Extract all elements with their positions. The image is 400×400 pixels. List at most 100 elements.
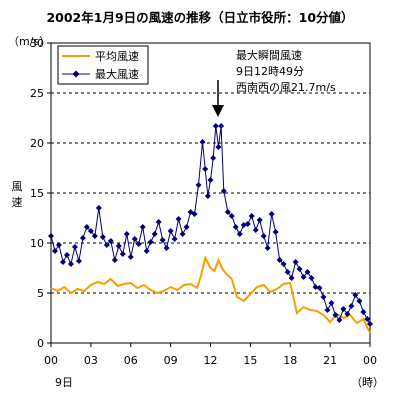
data-point-max — [167, 228, 174, 234]
legend-label-average: 平均風速 — [95, 50, 139, 63]
data-point-max — [260, 233, 267, 239]
annotation-line-2: 9日12時49分 — [236, 65, 304, 78]
data-point-max — [288, 275, 295, 281]
data-point-max — [244, 221, 251, 227]
data-point-max — [272, 229, 279, 235]
x-date-label: 9日 — [55, 376, 73, 389]
x-tick-label: 00 — [363, 354, 377, 367]
data-point-max — [51, 248, 58, 254]
data-point-max — [264, 245, 271, 251]
x-tick-label: 00 — [44, 354, 58, 367]
y-axis-ticks: 0 5 10 15 20 25 30 — [30, 37, 51, 350]
data-point-max — [111, 257, 118, 263]
data-point-max — [71, 244, 78, 250]
series-line-max — [50, 125, 371, 325]
y-tick-label: 15 — [30, 187, 44, 200]
series-line-average — [50, 255, 371, 334]
data-point-max — [171, 236, 178, 242]
data-point-max — [210, 155, 217, 161]
data-point-max — [332, 312, 339, 318]
x-axis-unit: （時） — [351, 376, 384, 389]
data-point-max — [143, 248, 150, 254]
data-point-max — [79, 235, 86, 241]
data-point-max — [276, 257, 283, 263]
data-point-max — [218, 123, 225, 129]
data-point-max — [151, 231, 158, 237]
y-tick-label: 0 — [37, 337, 44, 350]
data-point-max — [340, 306, 347, 312]
data-point-max — [364, 316, 371, 322]
data-point-max — [115, 243, 122, 249]
annotation: 最大瞬間風速 9日12時49分 西南西の風21.7m/s — [212, 48, 336, 117]
data-point-max — [215, 144, 222, 150]
data-point-max — [300, 274, 307, 280]
data-point-max — [296, 266, 303, 272]
legend-marker-max — [72, 70, 80, 78]
data-point-max — [212, 123, 219, 129]
annotation-line-3: 西南西の風21.7m/s — [236, 81, 336, 94]
data-point-max — [195, 182, 202, 188]
y-tick-label: 30 — [30, 37, 44, 50]
data-point-max — [91, 233, 98, 239]
x-tick-label: 06 — [124, 354, 138, 367]
legend-box — [57, 45, 149, 85]
data-point-max — [191, 211, 198, 217]
data-point-max — [352, 292, 359, 298]
data-point-max — [103, 242, 110, 248]
data-point-max — [59, 259, 66, 265]
x-tick-label: 15 — [243, 354, 257, 367]
data-point-max — [304, 269, 311, 275]
data-point-max — [248, 213, 255, 219]
x-tick-label: 09 — [164, 354, 178, 367]
data-point-max — [256, 217, 263, 223]
data-point-max — [183, 224, 190, 230]
data-point-max — [328, 300, 335, 306]
data-point-max — [159, 237, 166, 243]
data-point-max — [202, 166, 209, 172]
data-point-max — [131, 236, 138, 242]
data-point-max — [320, 294, 327, 300]
data-point-max — [336, 317, 343, 323]
data-point-max — [344, 311, 351, 317]
data-point-max — [367, 321, 373, 327]
data-point-max — [284, 269, 291, 275]
data-point-max — [224, 209, 231, 215]
legend-label-max: 最大風速 — [95, 67, 139, 81]
data-point-max — [48, 233, 54, 239]
data-point-max — [99, 234, 106, 240]
data-point-max — [228, 213, 235, 219]
data-point-max — [360, 309, 367, 315]
data-point-max — [163, 245, 170, 251]
data-point-max — [119, 251, 126, 257]
data-point-max — [147, 239, 154, 245]
annotation-line-1: 最大瞬間風速 — [236, 48, 302, 62]
x-tick-label: 12 — [204, 354, 218, 367]
data-point-max — [175, 216, 182, 222]
data-point-max — [220, 188, 227, 194]
annotation-arrow-head — [212, 105, 224, 117]
data-point-max — [63, 252, 70, 258]
data-point-max — [207, 177, 214, 183]
data-point-max — [135, 241, 142, 247]
data-point-max — [308, 275, 315, 281]
data-point-max — [236, 231, 243, 237]
data-point-max — [348, 303, 355, 309]
y-tick-label: 25 — [30, 87, 44, 100]
grid-lines — [51, 92, 370, 294]
y-axis-unit: （m/s） — [8, 35, 50, 48]
data-point-max — [75, 258, 82, 264]
chart-title: 2002年1月9日の風速の推移（日立市役所：10分値） — [46, 10, 353, 25]
data-point-max — [67, 261, 74, 267]
data-point-max — [123, 231, 130, 237]
data-point-max — [268, 211, 275, 217]
data-point-max — [356, 298, 363, 304]
y-axis-title-char: 風 — [12, 180, 23, 193]
data-point-max — [204, 193, 211, 199]
data-point-max — [252, 227, 259, 233]
data-point-max — [232, 224, 239, 230]
x-axis-ticks: 00 03 06 09 12 15 18 21 00 — [44, 343, 377, 367]
x-tick-label: 18 — [283, 354, 297, 367]
x-tick-label: 03 — [84, 354, 98, 367]
y-tick-label: 20 — [30, 137, 44, 150]
